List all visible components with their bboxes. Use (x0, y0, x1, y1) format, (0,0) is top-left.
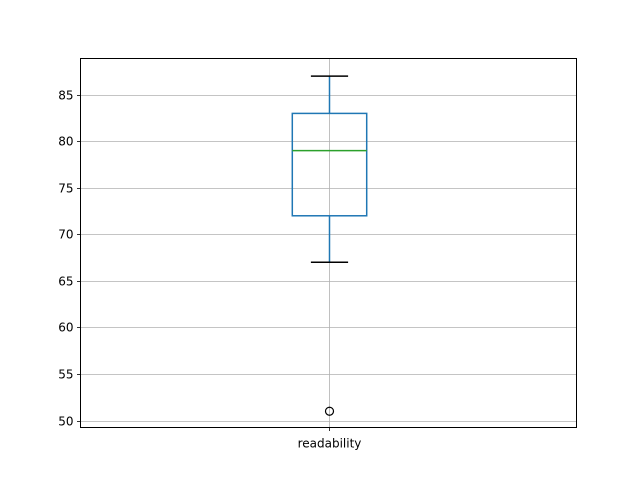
y-tick-label: 75 (58, 182, 73, 196)
y-tick-label: 85 (58, 89, 73, 103)
axes-frame (80, 58, 577, 428)
box-marks (291, 75, 368, 416)
y-tick-label: 65 (58, 275, 73, 289)
box-iqr (291, 112, 368, 217)
x-tick-label: readability (298, 437, 362, 451)
x-axis: readability (298, 427, 362, 451)
outlier-point (324, 406, 335, 416)
y-axis: 50 55 60 65 70 75 80 85 (58, 89, 81, 429)
y-tick-label: 70 (58, 228, 73, 242)
y-tick-label: 55 (58, 368, 73, 382)
y-tick-label: 80 (58, 135, 73, 149)
y-tick-label: 50 (58, 415, 73, 429)
y-tick-label: 60 (58, 321, 73, 335)
